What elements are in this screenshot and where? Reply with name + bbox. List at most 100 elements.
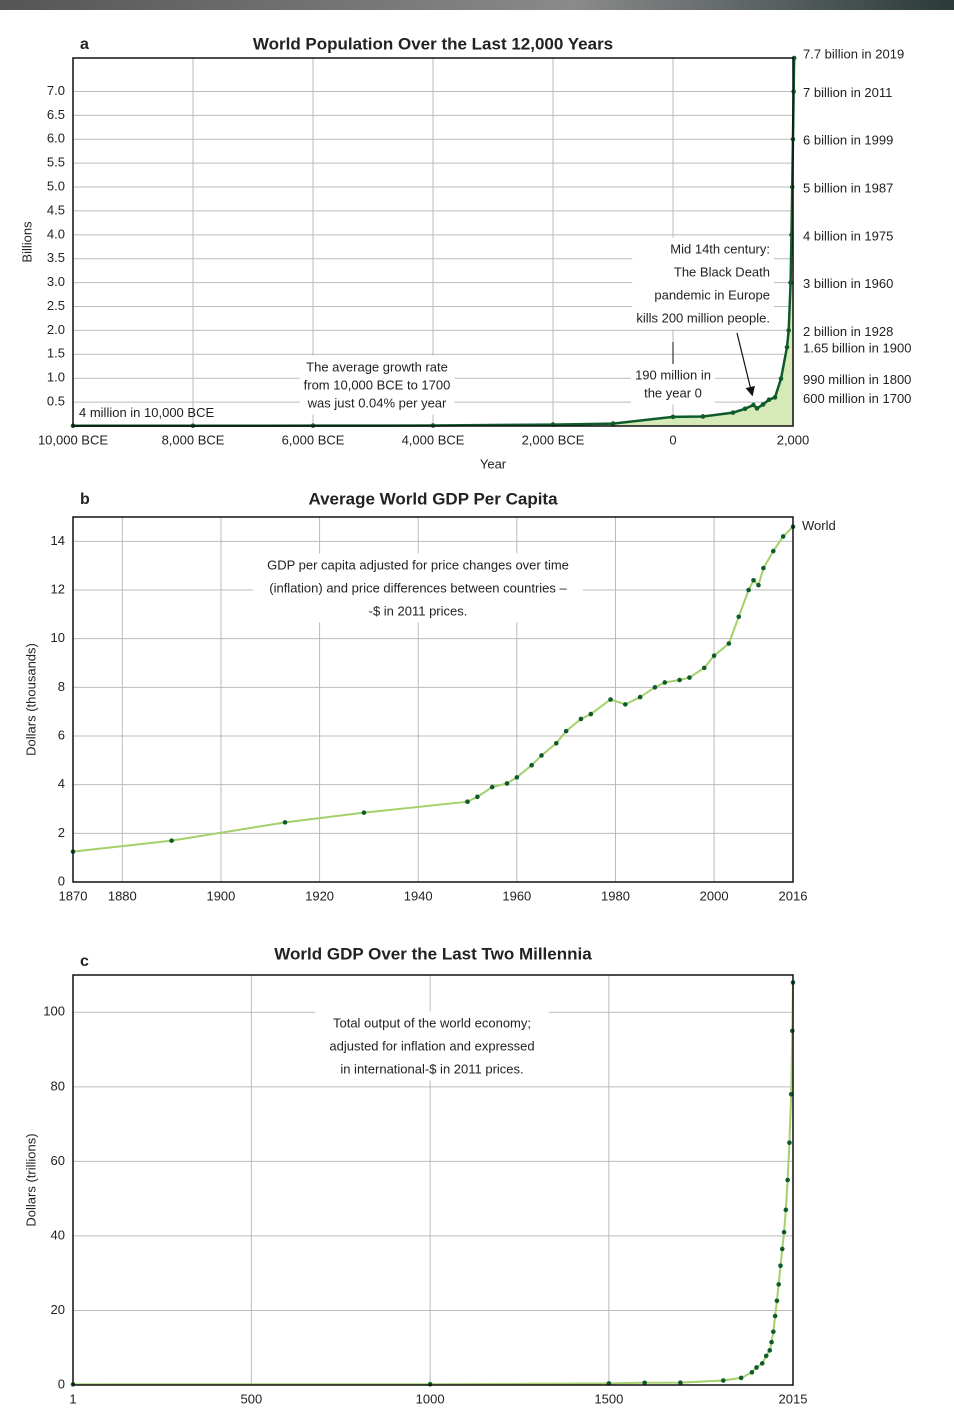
- y-tick-label: 1.5: [47, 346, 65, 361]
- x-tick-label: 1940: [404, 888, 433, 903]
- photo-strip: [0, 0, 954, 10]
- data-point: [738, 1375, 744, 1381]
- x-tick-label: 1: [69, 1391, 76, 1406]
- data-point: [788, 280, 793, 285]
- x-tick-label: 1500: [594, 1391, 623, 1406]
- x-tick-label: 6,000 BCE: [282, 432, 345, 447]
- data-point: [786, 328, 791, 333]
- annotation-line: was just 0.04% per year: [307, 395, 447, 410]
- data-point: [784, 344, 790, 350]
- data-point: [489, 784, 495, 790]
- data-point: [662, 680, 668, 685]
- data-point: [736, 614, 742, 620]
- x-tick-label: 2000: [700, 888, 729, 903]
- y-tick-label: 6.5: [47, 107, 65, 122]
- annotation: The average growth rate from 10,000 BCE t…: [299, 355, 455, 415]
- y-tick-label: 2.0: [47, 322, 65, 337]
- value-label: 2 billion in 1928: [803, 324, 893, 339]
- annotation-line: Mid 14th century:: [670, 241, 770, 256]
- plot-frame: [72, 57, 794, 427]
- y-tick-label: 14: [51, 533, 65, 548]
- data-point: [608, 697, 613, 702]
- y-tick-label: 10: [51, 630, 65, 645]
- data-point: [759, 1361, 765, 1366]
- data-point: [761, 565, 766, 571]
- data-point: [771, 1329, 776, 1334]
- y-tick-label: 60: [51, 1153, 65, 1168]
- annotation-line: The average growth rate: [306, 359, 448, 374]
- y-tick-label: 1.0: [47, 370, 65, 385]
- annotation-line: Total output of the world economy;: [333, 1015, 531, 1030]
- value-label: 4 million in 10,000 BCE: [79, 405, 214, 420]
- y-axis-title: Billions: [19, 221, 34, 263]
- x-tick-label: 2015: [779, 1391, 808, 1406]
- y-tick-label: 20: [51, 1302, 65, 1317]
- y-tick-label: 100: [43, 1004, 65, 1019]
- data-point: [677, 677, 682, 683]
- value-label: 600 million in 1700: [803, 391, 911, 406]
- data-point: [769, 1339, 774, 1345]
- plot-frame: [72, 974, 794, 1386]
- y-tick-label: 3.0: [47, 274, 65, 289]
- data-point: [783, 1207, 789, 1213]
- annotation-background: [299, 355, 455, 415]
- y-tick-label: 8: [58, 679, 65, 694]
- value-label: 1.65 billion in 1900: [803, 341, 911, 356]
- data-point: [623, 702, 628, 707]
- data-point: [578, 716, 584, 722]
- y-axis-title: Dollars (thousands): [23, 643, 38, 756]
- annotation-line: GDP per capita adjusted for price change…: [267, 557, 569, 572]
- data-point: [670, 414, 676, 420]
- data-point: [778, 1263, 783, 1269]
- x-tick-label: 1000: [416, 1391, 445, 1406]
- plot-frame: [72, 516, 794, 883]
- data-point: [475, 794, 480, 800]
- data-point: [749, 1370, 755, 1375]
- annotation: GDP per capita adjusted for price change…: [253, 553, 583, 623]
- x-tick-label: 1870: [59, 888, 88, 903]
- y-tick-label: 4.5: [47, 202, 65, 217]
- legend-label: World: [802, 518, 836, 533]
- data-point: [642, 1380, 647, 1386]
- x-tick-label: 1980: [601, 888, 630, 903]
- data-point: [588, 711, 594, 717]
- y-tick-label: 80: [51, 1078, 65, 1093]
- data-point: [770, 548, 776, 554]
- data-point: [766, 397, 772, 403]
- x-tick-label: 10,000 BCE: [38, 432, 108, 447]
- data-point: [169, 838, 174, 843]
- data-point: [539, 753, 544, 758]
- x-tick-label: 0: [669, 432, 676, 447]
- data-point: [751, 402, 756, 408]
- data-point: [652, 685, 658, 690]
- y-tick-label: 6.0: [47, 131, 65, 146]
- data-point: [720, 1378, 726, 1383]
- x-tick-label: 1900: [206, 888, 235, 903]
- data-point: [514, 775, 520, 780]
- data-point: [678, 1380, 683, 1385]
- y-tick-label: 7.0: [47, 83, 65, 98]
- data-point: [730, 410, 736, 415]
- panel-label: b: [80, 491, 90, 508]
- data-point: [779, 1246, 785, 1252]
- x-axis-title: Year: [480, 456, 507, 471]
- data-point: [610, 421, 616, 426]
- annotation-background: [253, 553, 583, 623]
- x-tick-label: 1960: [502, 888, 531, 903]
- y-tick-label: 2: [58, 825, 65, 840]
- data-point: [361, 810, 367, 815]
- data-point: [742, 406, 748, 412]
- data-point: [726, 641, 732, 646]
- annotation-line: kills 200 million people.: [636, 310, 770, 325]
- data-point: [787, 1140, 792, 1146]
- x-tick-label: 2,000: [777, 432, 810, 447]
- annotation-line: the year 0: [644, 385, 702, 400]
- annotation: 190 million in the year 0: [631, 363, 715, 405]
- value-label: 7 billion in 2011: [803, 85, 892, 100]
- arrow: [736, 332, 755, 397]
- annotation-line: -$ in 2011 prices.: [369, 603, 468, 618]
- data-point: [778, 376, 784, 381]
- annotation-line: pandemic in Europe: [654, 287, 770, 302]
- y-tick-label: 5.0: [47, 178, 65, 193]
